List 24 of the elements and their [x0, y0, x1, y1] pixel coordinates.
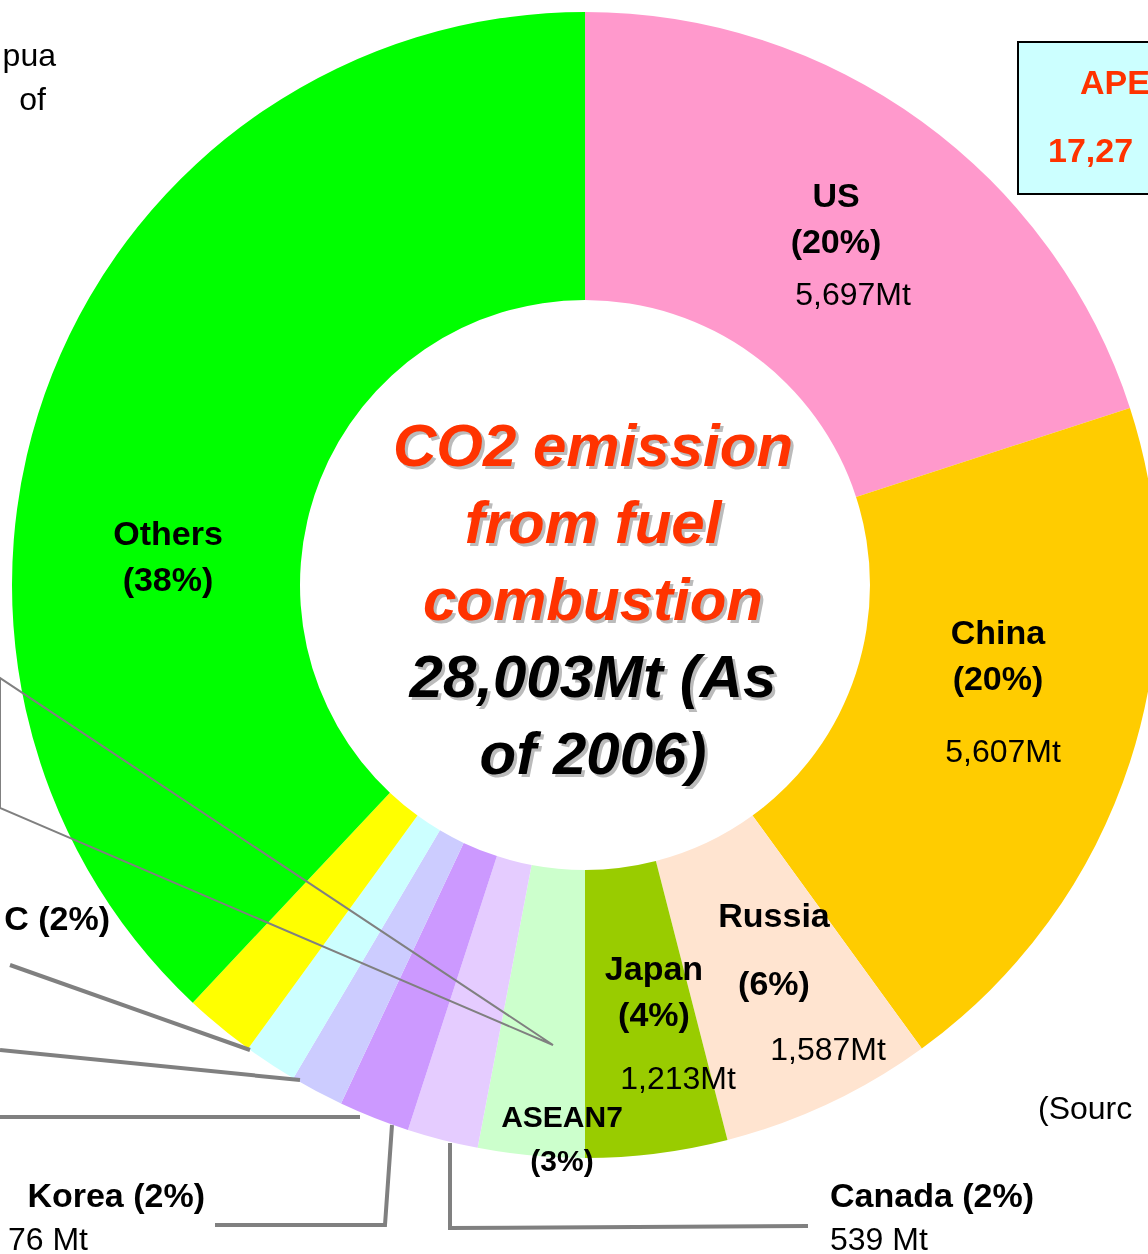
slice-label: Russia: [718, 896, 831, 934]
text: 5,697Mt: [795, 276, 911, 312]
text: 5,607Mt: [945, 733, 1061, 769]
text: CO2 emission from fuel combustion: [392, 412, 794, 633]
text: 539 Mt: [830, 1221, 928, 1254]
text: 76 Mt: [7, 1221, 89, 1254]
data-label: (3%): [530, 1144, 594, 1177]
slice-label: C (2%): [4, 899, 110, 937]
text: pua: [2, 37, 57, 73]
text: 17,27: [1048, 131, 1134, 169]
text: 28,003Mt (As of 2006): [408, 643, 777, 787]
slice-label: China: [950, 613, 1047, 651]
data-label: (38%): [122, 560, 214, 598]
text: 1,587Mt: [770, 1031, 886, 1067]
text: (Sourc: [1038, 1090, 1133, 1126]
text: of: [19, 81, 47, 117]
slice-label: Korea (2%): [27, 1176, 205, 1214]
slice-label: Others: [113, 514, 223, 552]
data-label: (4%): [618, 995, 690, 1033]
data-label: (20%): [952, 659, 1044, 697]
slice-label: Canada (2%): [830, 1176, 1035, 1214]
data-label: (6%): [738, 964, 810, 1002]
slice-label: US: [812, 176, 860, 214]
data-label: (20%): [790, 222, 882, 260]
